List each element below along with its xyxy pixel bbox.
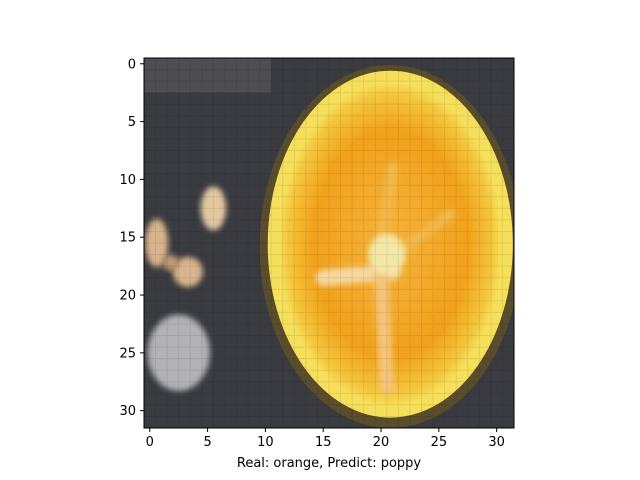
- orange-center: [368, 233, 406, 276]
- x-tick-label: 5: [203, 435, 211, 450]
- y-tick-label: 0: [128, 57, 136, 72]
- seed: [162, 254, 179, 271]
- seed: [200, 186, 227, 231]
- x-axis-label: Real: orange, Predict: poppy: [237, 456, 422, 471]
- orange-segment-highlight: [374, 264, 394, 395]
- y-tick-label: 15: [119, 231, 136, 246]
- x-tick-label: 15: [315, 435, 332, 450]
- y-tick-label: 30: [119, 404, 136, 419]
- y-tick-label: 25: [119, 346, 136, 361]
- y-tick-label: 5: [128, 115, 136, 130]
- x-tick-label: 20: [373, 435, 390, 450]
- background-band: [144, 58, 272, 93]
- axes-frame: [143, 57, 515, 429]
- photo-image: [144, 58, 514, 428]
- seed: [145, 218, 169, 268]
- x-tick-label: 10: [257, 435, 274, 450]
- y-tick-label: 10: [119, 173, 136, 188]
- x-tick-label: 25: [431, 435, 448, 450]
- x-axis-ticks: 0 5 10 15 20 25 30: [146, 428, 505, 450]
- gray-object: [147, 314, 210, 391]
- y-tick-label: 20: [119, 289, 136, 304]
- y-axis-ticks: 0 5 10 15 20 25 30: [119, 57, 144, 419]
- pixel-grid: [144, 58, 514, 428]
- x-tick-label: 30: [488, 435, 505, 450]
- seed: [172, 256, 203, 287]
- x-tick-label: 0: [146, 435, 154, 450]
